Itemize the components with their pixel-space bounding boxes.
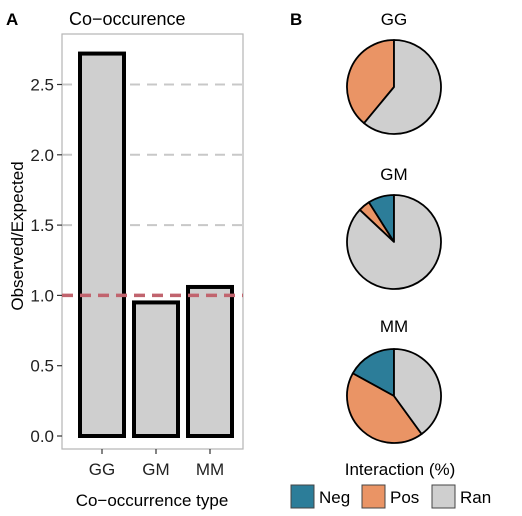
y-axis-ticks: 0.0 0.5 1.0 1.5 2.0 2.5 — [30, 76, 62, 446]
x-tick-label-mm: MM — [196, 460, 224, 479]
legend-swatch-pos — [361, 484, 386, 509]
plot-frame — [61, 33, 244, 450]
pie-gg: GG — [346, 10, 442, 135]
legend-items: Neg Pos Ran — [290, 484, 491, 509]
pie-gg-slice-ran — [363, 39, 442, 135]
legend-label-neg: Neg — [319, 488, 350, 507]
pie-title-mm: MM — [380, 317, 408, 336]
y-tick-label-2: 1.0 — [30, 286, 54, 305]
x-axis-title: Co−occurrence type — [76, 491, 229, 510]
pie-gm: GM — [346, 165, 442, 290]
legend: Interaction (%) Neg Pos Ran — [290, 460, 491, 509]
y-tick-label-5: 2.5 — [30, 76, 54, 95]
y-tick-label-3: 1.5 — [30, 216, 54, 235]
y-tick-label-0: 0.0 — [30, 427, 54, 446]
pie-mm-slice-pos — [346, 372, 423, 444]
legend-swatch-ran — [431, 484, 456, 509]
bar-chart-title: Co−occurence — [69, 9, 186, 29]
pie-title-gm: GM — [380, 165, 407, 184]
bar-mm — [186, 284, 234, 438]
y-tick-label-1: 0.5 — [30, 357, 54, 376]
x-tick-label-gg: GG — [89, 460, 115, 479]
pie-gm-slice-ran — [346, 194, 442, 290]
grid-lines — [62, 83, 243, 227]
pie-title-gg: GG — [381, 10, 407, 29]
legend-swatch-neg — [290, 484, 315, 509]
panel-a-label: A — [6, 10, 18, 29]
bars — [78, 51, 234, 439]
legend-label-ran: Ran — [460, 488, 491, 507]
x-tick-label-gm: GM — [142, 460, 169, 479]
legend-title: Interaction (%) — [345, 460, 456, 479]
bar-chart: Co−occurence 0.0 0.5 1.0 1.5 2.0 2.5 GG GM MM O… — [8, 9, 244, 510]
pie-gg-slice-pos — [346, 39, 395, 125]
legend-label-pos: Pos — [390, 488, 419, 507]
pie-mm-slice-ran — [393, 348, 442, 435]
x-axis-ticks: GG GM MM — [89, 449, 224, 479]
bar-gg — [78, 51, 126, 439]
panel-b-label: B — [290, 10, 302, 29]
pie-charts: GG GM MM — [346, 10, 442, 444]
bar-gm — [132, 300, 180, 438]
y-tick-label-4: 2.0 — [30, 146, 54, 165]
pie-mm-slice-neg — [351, 348, 395, 397]
y-axis-title: Observed/Expected — [8, 161, 27, 310]
pie-mm: MM — [346, 317, 442, 444]
